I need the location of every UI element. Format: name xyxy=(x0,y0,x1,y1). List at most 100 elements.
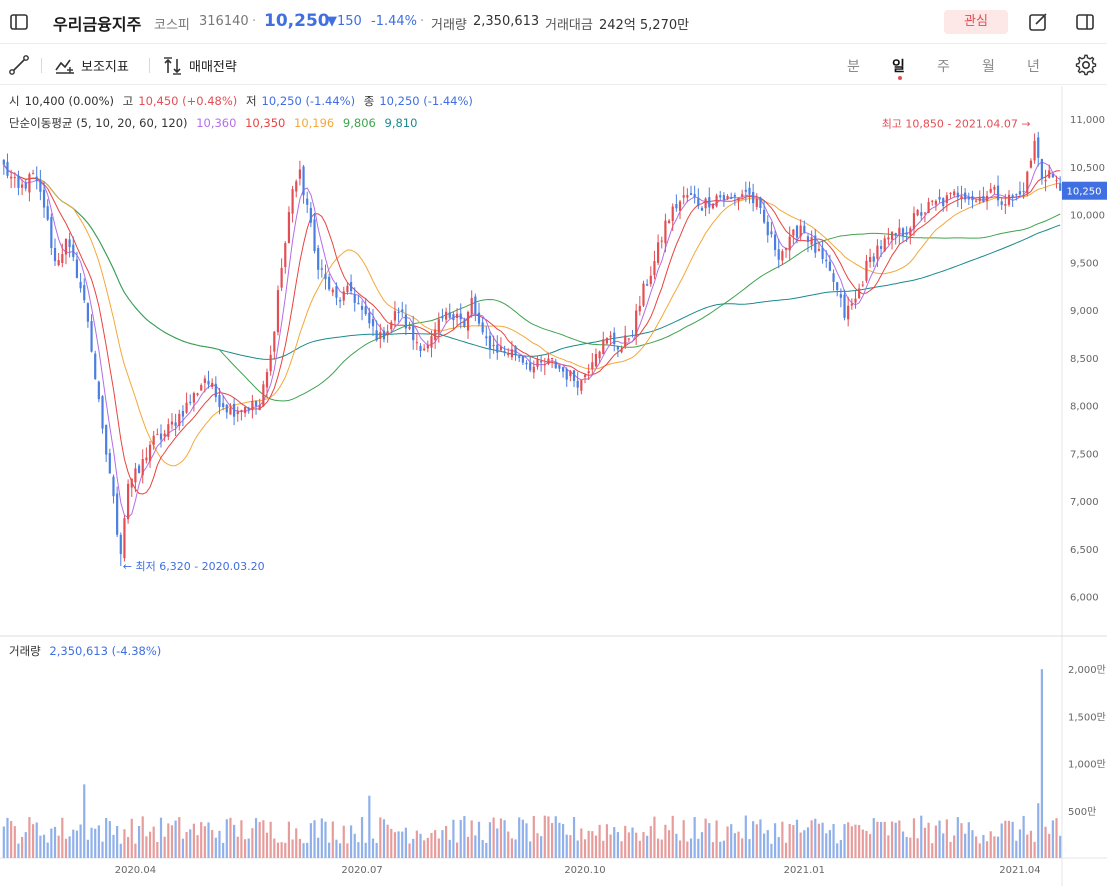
stock-header: 우리금융지주 코스피 316140 · 10,250 ▼150 -1.44% ·… xyxy=(0,0,1107,44)
candle-body xyxy=(174,422,177,426)
period-minute[interactable]: 분 xyxy=(847,59,860,75)
sidebar-toggle-icon[interactable] xyxy=(9,12,29,32)
volume-bar xyxy=(784,842,788,858)
strategy-button[interactable]: 매매전략 xyxy=(163,56,237,75)
volume-bar xyxy=(587,830,590,858)
candle-body xyxy=(463,320,466,327)
candle-body xyxy=(964,192,967,200)
volume-bar xyxy=(525,823,528,858)
candle-body xyxy=(982,196,985,203)
candle-body xyxy=(499,346,503,351)
candle-body xyxy=(532,366,535,373)
volume-bar xyxy=(13,826,16,858)
candle-body xyxy=(938,196,941,200)
price-chart[interactable]: 6,000 6,500 7,000 7,500 8,000 8,500 9,000 9,500… xyxy=(0,86,1107,886)
volume-legend-label: 거래량 xyxy=(9,644,41,658)
candle-body xyxy=(353,294,356,303)
candle-body xyxy=(733,195,736,197)
volume-bar xyxy=(441,830,444,858)
candle-body xyxy=(83,285,86,301)
volume-bar xyxy=(203,826,206,858)
candle-body xyxy=(810,237,813,245)
volume-bar xyxy=(386,824,389,858)
volume-value: 2,350,613 xyxy=(473,14,540,29)
volume-bar xyxy=(982,834,985,858)
candle-body xyxy=(401,309,404,312)
volume-bar xyxy=(94,828,97,858)
candle-body xyxy=(214,383,217,398)
volume-bar xyxy=(309,823,312,858)
volume-bar xyxy=(72,829,75,858)
volume-bar xyxy=(426,837,429,858)
candle-body xyxy=(927,201,930,214)
volume-bar xyxy=(445,825,448,858)
panel-icon[interactable] xyxy=(1075,12,1095,32)
volume-bar xyxy=(580,828,583,858)
candle-body xyxy=(755,198,758,207)
volume-bar xyxy=(335,839,338,858)
price-tick-label: 8,500 xyxy=(1070,354,1099,365)
time-tick-label: 2020.10 xyxy=(564,865,605,876)
period-week[interactable]: 주 xyxy=(937,59,950,75)
candle-body xyxy=(426,345,429,349)
candle-body xyxy=(540,361,543,363)
edit-icon[interactable] xyxy=(1028,12,1048,32)
candle-body xyxy=(57,260,60,266)
candle-body xyxy=(393,311,397,321)
favorite-button[interactable]: 관심 xyxy=(944,10,1008,34)
volume-bar xyxy=(368,795,371,858)
volume-bar xyxy=(437,838,440,858)
volume-bar xyxy=(806,827,810,858)
volume-bar xyxy=(576,840,579,858)
volume-bar xyxy=(10,821,13,858)
candle-body xyxy=(317,248,320,270)
candle-body xyxy=(10,176,13,179)
candle-body xyxy=(792,229,795,236)
period-month[interactable]: 월 xyxy=(982,59,995,75)
gear-icon[interactable] xyxy=(1075,54,1097,76)
indicator-button[interactable]: 보조지표 xyxy=(55,56,129,75)
candle-body xyxy=(404,314,407,329)
candle-body xyxy=(108,453,111,474)
time-tick-label: 2021.01 xyxy=(784,865,825,876)
volume-bar xyxy=(927,822,930,858)
volume-bar xyxy=(635,832,638,858)
volume-bar xyxy=(657,838,660,858)
volume-bar xyxy=(148,831,152,858)
candle-body xyxy=(510,349,513,358)
volume-bar xyxy=(565,834,568,858)
amount-label: 거래대금 xyxy=(545,18,593,33)
period-year[interactable]: 년 xyxy=(1027,59,1040,75)
candle-body xyxy=(178,413,181,426)
candle-body xyxy=(445,311,448,320)
volume-bar xyxy=(496,828,499,858)
volume-bar xyxy=(518,817,521,858)
volume-bar xyxy=(697,838,700,858)
candle-body xyxy=(715,195,718,207)
volume-bar xyxy=(638,840,641,858)
volume-bar xyxy=(196,835,199,858)
volume-bar xyxy=(551,823,554,858)
candle-body xyxy=(1037,137,1040,158)
volume-bar xyxy=(218,830,221,858)
candle-body xyxy=(313,219,316,252)
candle-body xyxy=(31,173,35,175)
extreme-annotation: ← 최저 6,320 - 2020.03.20 xyxy=(123,560,265,573)
candle-body xyxy=(335,286,338,298)
volume-bar xyxy=(357,842,360,858)
ma-legend: 단순이동평균 (5, 10, 20, 60, 120) 10,360 10,35… xyxy=(9,115,422,131)
volume-bar xyxy=(174,820,177,858)
volume-bar xyxy=(960,823,963,858)
candle-body xyxy=(269,354,272,372)
candle-body xyxy=(795,225,799,238)
candle-body xyxy=(719,195,722,198)
candle-body xyxy=(1051,174,1054,178)
line-draw-icon[interactable] xyxy=(8,54,30,76)
candle-body xyxy=(909,228,912,236)
period-day[interactable]: 일 xyxy=(892,59,905,75)
volume-bar xyxy=(996,836,1000,858)
candle-body xyxy=(905,232,908,235)
volume-bar xyxy=(737,831,740,858)
volume-bar xyxy=(810,820,813,858)
candle-body xyxy=(763,209,766,223)
